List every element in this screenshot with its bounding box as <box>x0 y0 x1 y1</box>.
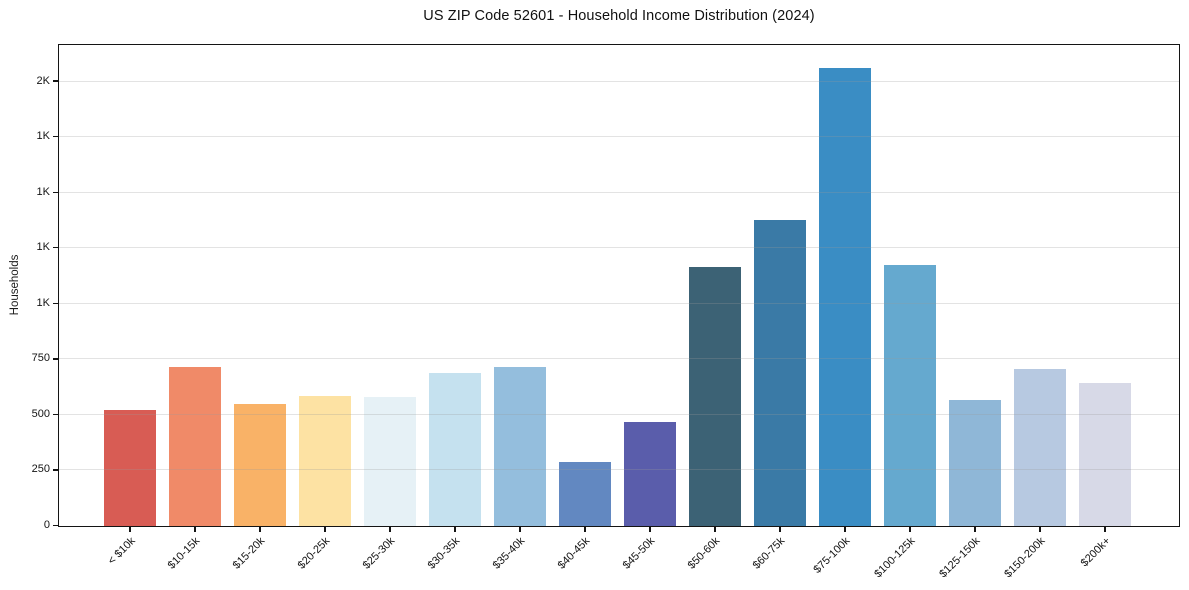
y-tick-mark <box>53 80 58 82</box>
bar <box>688 267 741 526</box>
x-tick-label: $20-25k <box>295 535 333 572</box>
x-tick-label: $50-60k <box>685 535 723 572</box>
x-tick-label: $100-125k <box>872 535 918 581</box>
y-tick-mark <box>53 358 58 360</box>
bar <box>428 372 481 526</box>
x-tick-label: $75-100k <box>811 535 853 576</box>
x-tick-mark <box>389 527 391 532</box>
x-tick-label: $35-40k <box>490 535 528 572</box>
x-tick-mark <box>324 527 326 532</box>
bar <box>623 421 676 526</box>
x-tick-label: $200k+ <box>1078 535 1113 570</box>
bars-layer <box>59 45 1179 526</box>
x-tick-mark <box>454 527 456 532</box>
bar <box>233 403 286 526</box>
y-tick-label: 750 <box>31 352 50 365</box>
bar <box>883 264 936 526</box>
bar <box>298 396 351 526</box>
y-tick-mark <box>53 302 58 304</box>
y-tick-label: 2K <box>36 74 50 87</box>
y-tick-label: 250 <box>31 463 50 476</box>
x-tick-mark <box>259 527 261 532</box>
bar <box>1013 369 1066 526</box>
x-tick-mark <box>1104 527 1106 532</box>
y-tick-label: 500 <box>31 407 50 420</box>
x-tick-mark <box>519 527 521 532</box>
x-tick-label: $10-15k <box>165 535 203 572</box>
x-tick-mark <box>584 527 586 532</box>
x-tick-label: $30-35k <box>425 535 463 572</box>
x-tick-mark <box>649 527 651 532</box>
x-tick-mark <box>194 527 196 532</box>
x-tick-label: $15-20k <box>230 535 268 572</box>
bar <box>103 410 156 526</box>
y-tick-label: 1K <box>36 130 50 143</box>
y-tick-mark <box>53 136 58 138</box>
y-tick-mark <box>53 524 58 527</box>
x-tick-label: $25-30k <box>360 535 398 572</box>
chart-title: US ZIP Code 52601 - Household Income Dis… <box>423 8 815 24</box>
bar <box>493 367 546 526</box>
bar <box>948 400 1001 526</box>
bar <box>818 68 871 526</box>
x-tick-label: $60-75k <box>750 535 788 572</box>
x-tick-label: $45-50k <box>620 535 658 572</box>
x-tick-mark <box>909 527 911 532</box>
y-tick-mark <box>53 413 58 416</box>
y-tick-label: 1K <box>36 185 50 198</box>
x-tick-label: $40-45k <box>555 535 593 572</box>
y-tick-mark <box>53 469 58 471</box>
x-tick-mark <box>129 527 131 532</box>
x-tick-label: $125-150k <box>937 535 983 581</box>
bar <box>753 220 806 526</box>
y-tick-label: 1K <box>36 241 50 254</box>
y-tick-label: 1K <box>36 296 50 309</box>
bar <box>168 367 221 526</box>
x-tick-mark <box>844 527 846 532</box>
x-tick-mark <box>1039 527 1041 532</box>
x-tick-label: < $10k <box>105 535 138 568</box>
y-tick-label: 0 <box>43 519 50 531</box>
bar <box>558 461 611 526</box>
x-tick-label: $150-200k <box>1002 535 1048 581</box>
bar <box>363 397 416 526</box>
y-tick-mark <box>53 191 58 193</box>
plot-area <box>58 44 1180 527</box>
y-tick-mark <box>53 247 58 249</box>
bar <box>1078 382 1131 526</box>
x-tick-mark <box>714 527 716 532</box>
x-tick-mark <box>779 527 781 532</box>
x-tick-mark <box>974 527 976 532</box>
